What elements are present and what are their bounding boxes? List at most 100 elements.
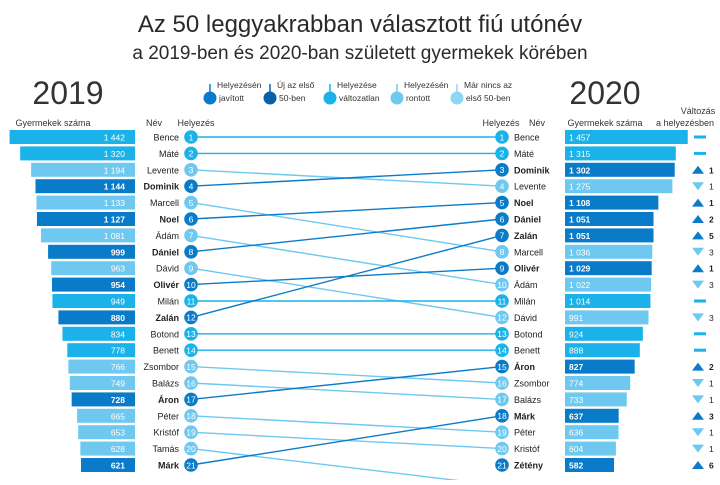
name-2020-Péter: Péter [514, 428, 536, 438]
rank-dot-2020-1 [495, 130, 509, 144]
legend-sublabel-improved: javított [218, 93, 245, 103]
count-2019-Kristóf: 653 [111, 428, 125, 438]
change-value-Dávid: 3 [709, 313, 714, 323]
rank-dot-2019-21 [184, 458, 198, 472]
header-2020-count: Gyermekek száma [567, 118, 642, 128]
rank-label-2019-7: 7 [189, 231, 194, 241]
name-2020-Levente: Levente [514, 182, 546, 192]
count-2019-Dominik: 1 144 [104, 182, 126, 192]
rank-dot-2019-6 [184, 212, 198, 226]
change-value-Olivér: 1 [709, 264, 714, 274]
link-Dominik [190, 169, 503, 187]
change-value-Dominik: 1 [709, 165, 714, 175]
rank-label-2019-1: 1 [189, 132, 194, 142]
rank-dot-2019-19 [184, 425, 198, 440]
rank-dot-2019-4 [184, 179, 198, 193]
name-2019-Olivér: Olivér [153, 280, 179, 290]
legend-label-improved: Helyezésén [217, 80, 262, 90]
header-2019-name: Név [146, 118, 163, 128]
rank-dot-2019-16 [184, 376, 198, 390]
change-value-Noel: 1 [709, 198, 714, 208]
legend-sublabel-new: 50-ben [279, 93, 306, 103]
bar-2020-Zsombor [565, 376, 631, 390]
rank-label-2019-19: 19 [186, 428, 196, 438]
change-up-icon-Zétény [692, 461, 704, 469]
name-2020-Zsombor: Zsombor [514, 379, 550, 389]
count-2020-Noel: 1 108 [569, 198, 591, 208]
rank-dot-2020-12 [495, 310, 509, 325]
rank-dot-2020-8 [495, 245, 509, 259]
link-Marcell [190, 201, 503, 253]
change-value-Dániel: 2 [709, 215, 714, 225]
change-up-icon-Olivér [692, 264, 704, 273]
header-2020-name: Név [529, 118, 546, 128]
rank-dot-2020-4 [495, 179, 509, 193]
rank-dot-2020-15 [495, 359, 509, 374]
count-2020-Botond: 924 [569, 329, 583, 339]
change-down-icon-Ádám [692, 280, 704, 289]
link-Ádám [190, 234, 503, 286]
rank-label-2019-5: 5 [189, 198, 194, 208]
count-2020-Zsombor: 774 [569, 379, 583, 389]
bar-2019-Kristóf [78, 425, 135, 440]
rank-label-2019-2: 2 [189, 149, 194, 159]
rank-label-2019-18: 18 [186, 411, 196, 421]
chart-subtitle: a 2019-ben és 2020-ban született gyermek… [132, 43, 587, 64]
name-2020-Kristóf: Kristóf [514, 444, 540, 454]
chart-title: Az 50 leggyakrabban választott fiú utóné… [138, 11, 582, 38]
count-2020-Benett: 888 [569, 346, 583, 356]
change-value-Balázs: 1 [709, 395, 714, 405]
bar-2019-Zsombor [68, 359, 135, 374]
bar-2020-Péter [565, 425, 619, 440]
rank-dot-2019-13 [184, 327, 198, 341]
link-Noel [190, 201, 503, 220]
rank-dot-2019-9 [184, 261, 198, 276]
rank-dot-2020-9 [495, 261, 509, 276]
change-value-Péter: 1 [709, 428, 714, 438]
bar-2019-Milán [52, 294, 136, 308]
count-2019-Benett: 778 [111, 346, 125, 356]
name-2019-Máté: Máté [159, 149, 179, 159]
rank-label-2019-8: 8 [189, 247, 194, 257]
rank-dot-2020-11 [495, 294, 509, 308]
count-2019-Zalán: 880 [111, 313, 125, 323]
rank-label-2020-15: 15 [497, 362, 507, 372]
count-2020-Dániel: 1 051 [569, 215, 591, 225]
rank-label-2019-20: 20 [186, 444, 196, 454]
rank-label-2020-1: 1 [500, 132, 505, 142]
name-2019-Péter: Péter [157, 411, 179, 421]
count-2019-Marcell: 1 133 [104, 198, 126, 208]
bar-2019-Balázs [69, 376, 135, 390]
change-value-Ádám: 3 [709, 280, 714, 290]
rank-dot-2020-16 [495, 376, 509, 390]
change-down-icon-Dávid [692, 313, 704, 322]
count-2019-Zsombor: 766 [111, 362, 125, 372]
name-2020-Olivér: Olivér [514, 264, 540, 274]
rank-label-2020-13: 13 [497, 329, 507, 339]
count-2020-Ádám: 1 022 [569, 280, 591, 290]
change-value-Áron: 2 [709, 362, 714, 372]
link-Balázs [190, 382, 503, 401]
bar-2020-Olivér [565, 261, 652, 276]
bar-2020-Bence [565, 130, 688, 144]
link-Dávid [190, 267, 503, 319]
count-2019-Bence: 1 442 [104, 133, 126, 143]
bar-2019-Benett [67, 343, 135, 358]
name-2020-Dávid: Dávid [514, 313, 537, 323]
rank-dot-2019-10 [184, 277, 198, 292]
bar-2019-Péter [77, 408, 135, 423]
name-2020-Márk: Márk [514, 411, 536, 421]
change-value-Márk: 3 [709, 411, 714, 421]
change-value-Zsombor: 1 [709, 379, 714, 389]
name-2019-Balázs: Balázs [152, 379, 180, 389]
name-2019-Marcell: Marcell [150, 198, 179, 208]
rank-label-2020-2: 2 [500, 149, 505, 159]
link-Áron [190, 365, 503, 401]
change-same-Máté [694, 151, 706, 155]
count-2020-Zétény: 582 [569, 461, 583, 471]
legend-sublabel-worse: rontott [406, 93, 431, 103]
name-2019-Botond: Botond [150, 329, 179, 339]
rank-label-2019-4: 4 [189, 182, 194, 192]
count-2020-Kristóf: 604 [569, 444, 583, 454]
rank-dot-2019-3 [184, 163, 198, 177]
